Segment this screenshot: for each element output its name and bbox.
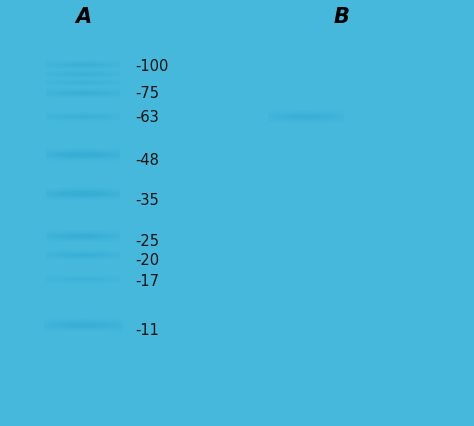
Text: A: A (75, 7, 91, 27)
Text: -20: -20 (135, 252, 159, 268)
Text: B: B (333, 7, 349, 27)
Text: -35: -35 (135, 193, 159, 208)
Text: -75: -75 (135, 86, 159, 101)
Text: -63: -63 (135, 109, 159, 125)
Text: -17: -17 (135, 273, 159, 289)
Text: -48: -48 (135, 152, 159, 167)
Text: -25: -25 (135, 233, 159, 248)
Text: -100: -100 (135, 58, 168, 74)
Text: -11: -11 (135, 322, 159, 338)
